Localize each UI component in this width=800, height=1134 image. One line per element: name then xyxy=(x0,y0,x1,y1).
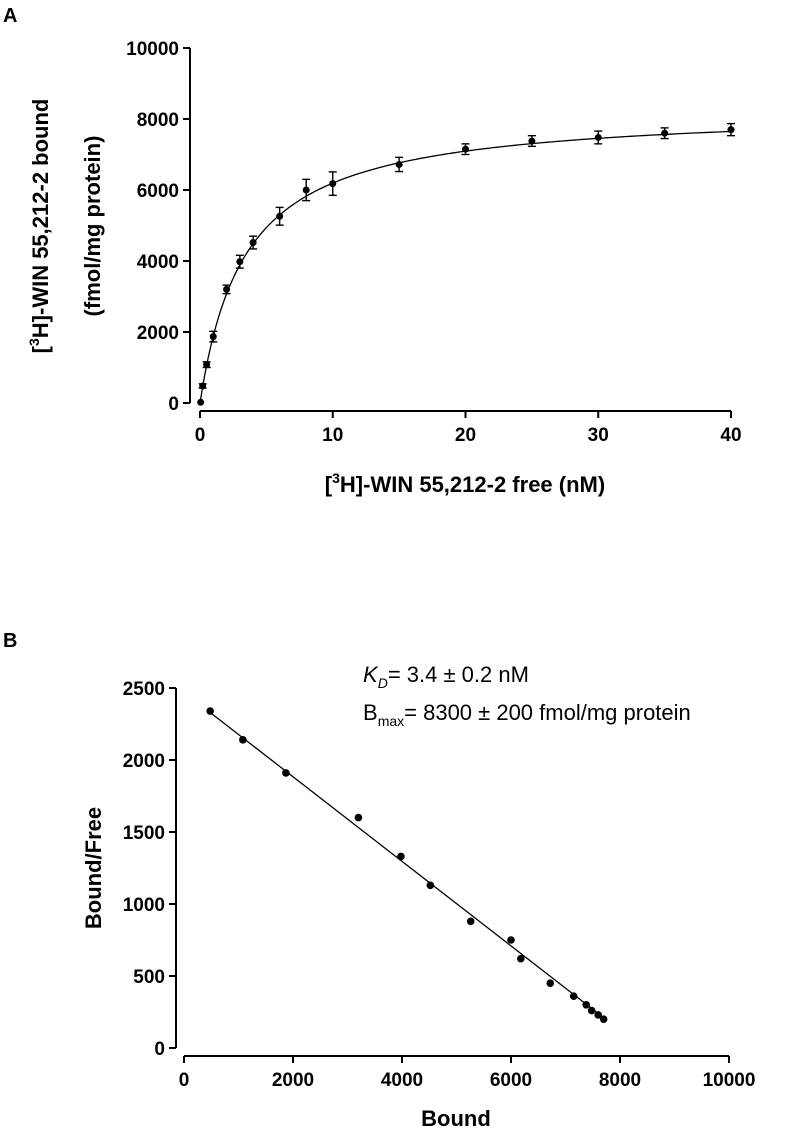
panel-b-label: B xyxy=(3,630,17,652)
panel-b-y-tick-label: 1500 xyxy=(123,823,165,844)
panel-b-x-tick-label: 6000 xyxy=(490,1070,532,1091)
panel-a-data-point xyxy=(249,239,257,247)
kd-annotation: KD= 3.4 ± 0.2 nM xyxy=(363,662,529,691)
bmax-annotation: Bmax= 8300 ± 200 fmol/mg protein xyxy=(363,700,691,729)
panel-b-x-tick-label: 2000 xyxy=(272,1070,314,1091)
panel-a-y-tick-label: 8000 xyxy=(137,110,179,131)
panel-b-data-point xyxy=(397,852,405,861)
panel-a-data-point xyxy=(276,212,284,220)
panel-b-y-axis-title: Bound/Free xyxy=(81,807,106,929)
panel-b-data-point xyxy=(507,936,515,944)
panel-a-data-point xyxy=(661,129,669,137)
panel-a-x-tick-label: 0 xyxy=(195,425,206,446)
panel-a-data-point xyxy=(462,145,469,153)
panel-b-x-tick-label: 10000 xyxy=(703,1070,756,1091)
panel-a-y-tick-label: 6000 xyxy=(137,181,179,202)
panel-b-data-point xyxy=(426,881,435,890)
panel-b-data-point xyxy=(206,707,214,715)
panel-b-data-point xyxy=(599,1015,608,1023)
panel-a-data-point xyxy=(197,398,205,406)
panel-b-y-tick-label: 2000 xyxy=(123,751,165,772)
panel-a-x-tick-label: 20 xyxy=(455,425,476,446)
panel-a-data-point xyxy=(236,258,244,266)
panel-a-data-point xyxy=(209,333,217,341)
panel-a-data-point xyxy=(302,186,310,194)
panel-a-data-point xyxy=(203,361,211,369)
panel-b-x-tick-label: 0 xyxy=(179,1070,190,1091)
panel-a-x-tick-label: 10 xyxy=(322,425,343,446)
panel-b-data-point xyxy=(594,1011,602,1019)
panel-a-y-axis-title-line2: (fmol/mg protein) xyxy=(80,136,105,317)
panel-b-y-tick-label: 500 xyxy=(133,967,165,988)
panel-a-data-point xyxy=(528,137,536,145)
panel-a-x-axis-title: [3H]-WIN 55,212-2 free (nM) xyxy=(325,470,605,497)
panel-b-data-point xyxy=(582,1001,591,1009)
panel-a-data-point xyxy=(727,126,735,134)
panel-b-y-tick-label: 1000 xyxy=(123,895,165,916)
panel-b-fit-line xyxy=(209,711,605,1019)
panel-b-data-point xyxy=(466,917,475,926)
panel-a-data-point xyxy=(594,133,602,141)
panel-a-chart: 0 2000 4000 6000 8000 10000 0 10 20 30 40 xyxy=(126,39,741,446)
panel-a-fit-curve xyxy=(199,130,732,404)
panel-b-y-tick-label: 0 xyxy=(154,1039,165,1060)
panel-b-data-point xyxy=(354,813,363,822)
panel-a-data-point xyxy=(395,160,403,168)
panel-b-x-tick-label: 8000 xyxy=(599,1070,641,1091)
panel-b-y-tick-label: 2500 xyxy=(123,679,165,700)
panel-a-y-tick-label: 2000 xyxy=(137,323,179,344)
panel-b-x-tick-label: 4000 xyxy=(381,1070,423,1091)
panel-a-label: A xyxy=(3,5,17,27)
panel-a-y-axis-title-line1: [3H]-WIN 55,212-2 bound xyxy=(26,99,53,354)
panel-b-chart: 0 500 1000 1500 2000 2500 0 2000 4000 6000 8000 100… xyxy=(123,679,756,1091)
panel-a-x-tick-label: 40 xyxy=(720,425,741,446)
panel-b-data-point xyxy=(587,1006,596,1015)
panel-a-x-tick-label: 30 xyxy=(588,425,609,446)
panel-a-data-point xyxy=(223,285,231,293)
panel-a-data-point xyxy=(199,382,207,390)
panel-b-data-point xyxy=(239,736,247,744)
panel-a-y-tick-label: 0 xyxy=(168,394,179,415)
panel-b-data-point xyxy=(569,992,578,1000)
panel-b-data-point xyxy=(282,769,290,777)
panel-a-data-point xyxy=(329,180,337,188)
panel-a-y-tick-label: 10000 xyxy=(126,39,179,60)
panel-a-y-tick-label: 4000 xyxy=(137,252,179,273)
panel-b-data-point xyxy=(517,954,525,963)
panel-b-data-point xyxy=(546,979,555,987)
panel-b-x-axis-title: Bound xyxy=(421,1106,491,1131)
